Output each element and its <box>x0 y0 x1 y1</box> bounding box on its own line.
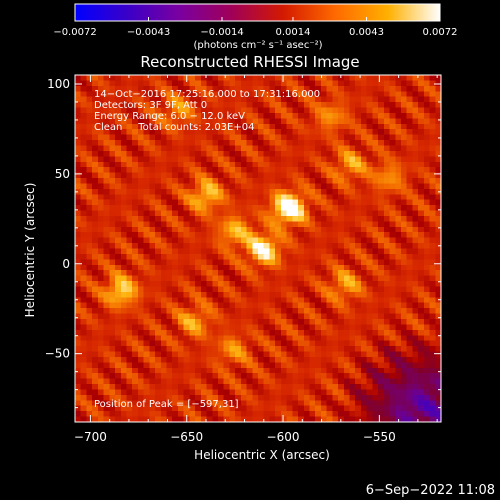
heatmap-image <box>75 75 441 422</box>
plot-frame <box>74 74 442 423</box>
annotation-energy-range: Energy Range: 6.0 − 12.0 keV <box>94 111 245 122</box>
annotation-clean-total-counts: Clean Total counts: 2.03E+04 <box>94 122 254 133</box>
annotation-detectors: Detectors: 3F 9F, Att 0 <box>94 100 207 111</box>
x-axis-ticks: −700 −650 −600 −550 <box>74 75 438 444</box>
colorbar-tick-label: −0.0043 <box>127 27 170 38</box>
footer-date: 6−Sep−2022 11:08 <box>366 483 495 498</box>
colorbar-tick-label: 0.0014 <box>275 27 310 38</box>
colorbar-units-label: (photons cm⁻² s⁻¹ asec⁻²) <box>193 40 322 51</box>
colorbar: −0.0072 −0.0043 −0.0014 0.0014 0.0043 0.0072 … <box>53 3 458 51</box>
chart-title: Reconstructed RHESSI Image <box>140 53 359 71</box>
x-tick-label: −600 <box>267 430 300 444</box>
y-tick-label: −50 <box>45 347 70 361</box>
colorbar-tick-label: −0.0072 <box>53 27 96 38</box>
heatmap-pixels <box>75 75 441 422</box>
colorbar-tick-label: 0.0072 <box>423 27 458 38</box>
x-tick-label: −550 <box>363 430 396 444</box>
annotation-time-range: 14−Oct−2016 17:25:16.000 to 17:31:16.000 <box>94 89 320 100</box>
x-axis-label: Heliocentric X (arcsec) <box>194 448 330 462</box>
y-axis-ticks: 100 50 0 −50 <box>45 77 441 409</box>
y-axis-label: Heliocentric Y (arcsec) <box>23 183 37 318</box>
colorbar-tick-label: −0.0014 <box>200 27 243 38</box>
annotation-block: 14−Oct−2016 17:25:16.000 to 17:31:16.000… <box>94 89 320 133</box>
y-tick-label: 0 <box>62 257 70 271</box>
y-tick-label: 50 <box>55 167 70 181</box>
colorbar-ticks: −0.0072 −0.0043 −0.0014 0.0014 0.0043 0.0072 <box>53 17 458 38</box>
y-tick-label: 100 <box>47 77 70 91</box>
peak-position-label: Position of Peak = [−597,31] <box>94 399 239 410</box>
x-tick-label: −650 <box>170 430 203 444</box>
colorbar-tick-label: 0.0043 <box>349 27 384 38</box>
x-tick-label: −700 <box>74 430 107 444</box>
colorbar-gradient <box>74 3 441 22</box>
